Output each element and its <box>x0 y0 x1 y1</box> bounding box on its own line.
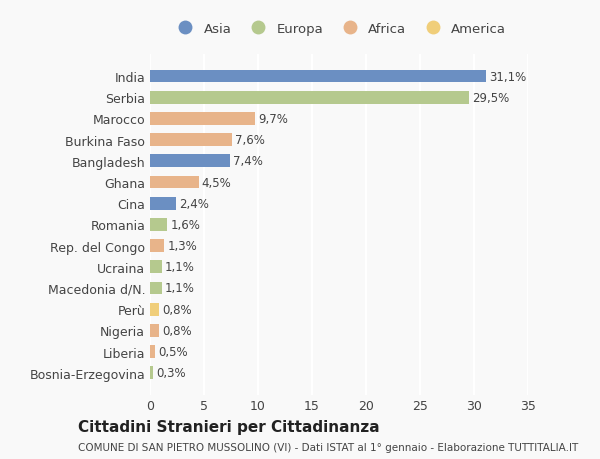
Bar <box>150 261 162 274</box>
Text: 2,4%: 2,4% <box>179 197 209 210</box>
Text: 1,6%: 1,6% <box>170 218 200 231</box>
Text: 0,5%: 0,5% <box>158 345 188 358</box>
Bar <box>150 176 199 189</box>
Bar <box>150 134 232 147</box>
Text: COMUNE DI SAN PIETRO MUSSOLINO (VI) - Dati ISTAT al 1° gennaio - Elaborazione TU: COMUNE DI SAN PIETRO MUSSOLINO (VI) - Da… <box>78 442 578 452</box>
Text: 31,1%: 31,1% <box>489 70 526 84</box>
Text: 29,5%: 29,5% <box>472 91 509 105</box>
Text: 1,1%: 1,1% <box>165 282 195 295</box>
Bar <box>150 71 486 83</box>
Bar <box>150 367 153 379</box>
Bar <box>150 155 230 168</box>
Text: 1,3%: 1,3% <box>167 240 197 252</box>
Bar <box>150 197 176 210</box>
Bar <box>150 240 164 252</box>
Legend: Asia, Europa, Africa, America: Asia, Europa, Africa, America <box>167 17 511 41</box>
Bar <box>150 92 469 104</box>
Bar <box>150 346 155 358</box>
Text: 1,1%: 1,1% <box>165 261 195 274</box>
Text: 0,3%: 0,3% <box>157 366 186 380</box>
Text: 9,7%: 9,7% <box>258 112 288 126</box>
Bar <box>150 325 158 337</box>
Text: 0,8%: 0,8% <box>162 324 191 337</box>
Text: 7,6%: 7,6% <box>235 134 265 147</box>
Text: 4,5%: 4,5% <box>202 176 232 189</box>
Bar <box>150 113 255 125</box>
Bar <box>150 218 167 231</box>
Text: 7,4%: 7,4% <box>233 155 263 168</box>
Bar <box>150 282 162 295</box>
Bar <box>150 303 158 316</box>
Text: Cittadini Stranieri per Cittadinanza: Cittadini Stranieri per Cittadinanza <box>78 420 380 435</box>
Text: 0,8%: 0,8% <box>162 303 191 316</box>
